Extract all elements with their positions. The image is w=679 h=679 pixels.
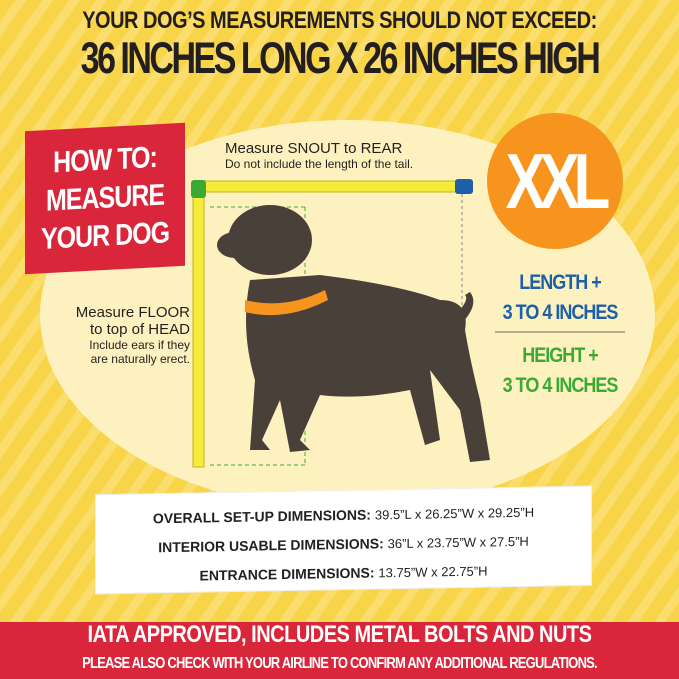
height-allowance: HEIGHT + 3 TO 4 INCHES — [502, 343, 619, 397]
vertical-tape — [192, 191, 205, 468]
height-title-1: Measure FLOOR — [75, 304, 190, 321]
size-badge: XXL — [487, 113, 623, 249]
dog-collar — [245, 290, 328, 316]
dog-silhouette — [217, 205, 490, 462]
height-note-1: Include ears if they — [89, 338, 190, 352]
header-title: 36 INCHES LONG X 26 INCHES HIGH — [80, 34, 601, 84]
height-title-2: to top of HEAD — [89, 321, 190, 338]
dimensions-box: OVERALL SET-UP DIMENSIONS: 39.5”L x 26.2… — [95, 485, 592, 595]
footer-line-1: IATA APPROVED, INCLUDES METAL BOLTS AND … — [87, 621, 592, 649]
height-note-2: are naturally erect. — [90, 352, 190, 366]
tape-end-green — [191, 180, 206, 198]
tape-end-blue — [455, 179, 473, 194]
header-subtitle: YOUR DOG’S MEASUREMENTS SHOULD NOT EXCEE… — [82, 7, 597, 35]
footer-banner: IATA APPROVED, INCLUDES METAL BOLTS AND … — [0, 622, 679, 679]
length-instruction: Measure SNOUT to REAR Do not include the… — [225, 140, 413, 171]
footer-line-2: PLEASE ALSO CHECK WITH YOUR AIRLINE TO C… — [82, 653, 598, 672]
horizontal-tape — [204, 180, 461, 193]
length-note: Do not include the length of the tail. — [225, 157, 414, 171]
length-allowance: LENGTH + 3 TO 4 INCHES — [502, 270, 619, 324]
length-title: Measure SNOUT to REAR — [225, 140, 403, 157]
height-instruction: Measure FLOOR to top of HEAD Include ear… — [40, 304, 190, 366]
